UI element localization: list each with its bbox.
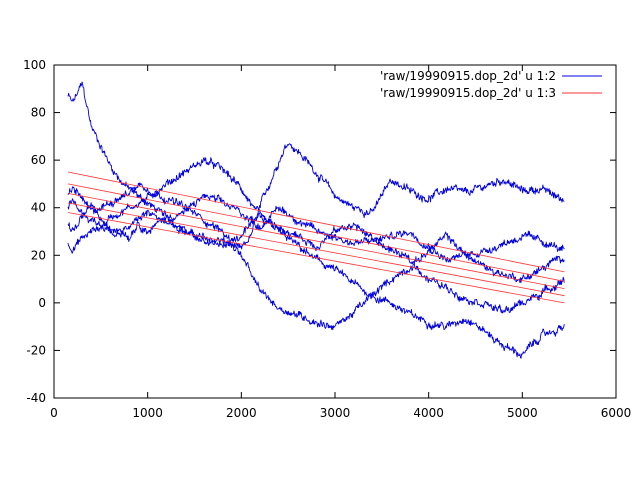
x-tick-label: 0 xyxy=(50,406,58,420)
y-tick-label: 60 xyxy=(31,153,46,167)
y-tick-label: 100 xyxy=(23,58,46,72)
legend-label: 'raw/19990915.dop_2d' u 1:2 xyxy=(380,69,556,83)
y-tick-label: 0 xyxy=(38,296,46,310)
x-tick-label: 3000 xyxy=(320,406,351,420)
series-2-trace-line xyxy=(67,193,565,289)
series-2-trace-line xyxy=(67,212,565,304)
y-tick-label: 80 xyxy=(31,106,46,120)
series-2 xyxy=(67,171,565,304)
y-tick-label: 20 xyxy=(31,248,46,262)
series-layer xyxy=(67,81,565,359)
series-2-trace-line xyxy=(67,171,565,273)
x-tick-label: 6000 xyxy=(601,406,632,420)
series-1-trace-line xyxy=(67,198,565,314)
x-tick-label: 1000 xyxy=(132,406,163,420)
x-tick-label: 4000 xyxy=(413,406,444,420)
series-2-trace-line xyxy=(67,183,565,282)
y-tick-label: 40 xyxy=(31,201,46,215)
x-axis: 0 1000 2000 3000 4000 5000 6000 xyxy=(50,65,631,420)
series-2-trace-line xyxy=(67,202,565,297)
legend-label: 'raw/19990915.dop_2d' u 1:3 xyxy=(380,86,556,100)
y-axis: -40 -20 0 20 40 60 80 100 xyxy=(23,58,616,405)
y-tick-label: -40 xyxy=(26,391,46,405)
series-1-trace-line xyxy=(67,193,565,263)
legend: 'raw/19990915.dop_2d' u 1:2 'raw/19990915… xyxy=(380,69,602,100)
x-tick-label: 5000 xyxy=(507,406,538,420)
y-tick-label: -20 xyxy=(26,343,46,357)
x-tick-label: 2000 xyxy=(226,406,257,420)
series-1-trace-line xyxy=(67,81,565,250)
